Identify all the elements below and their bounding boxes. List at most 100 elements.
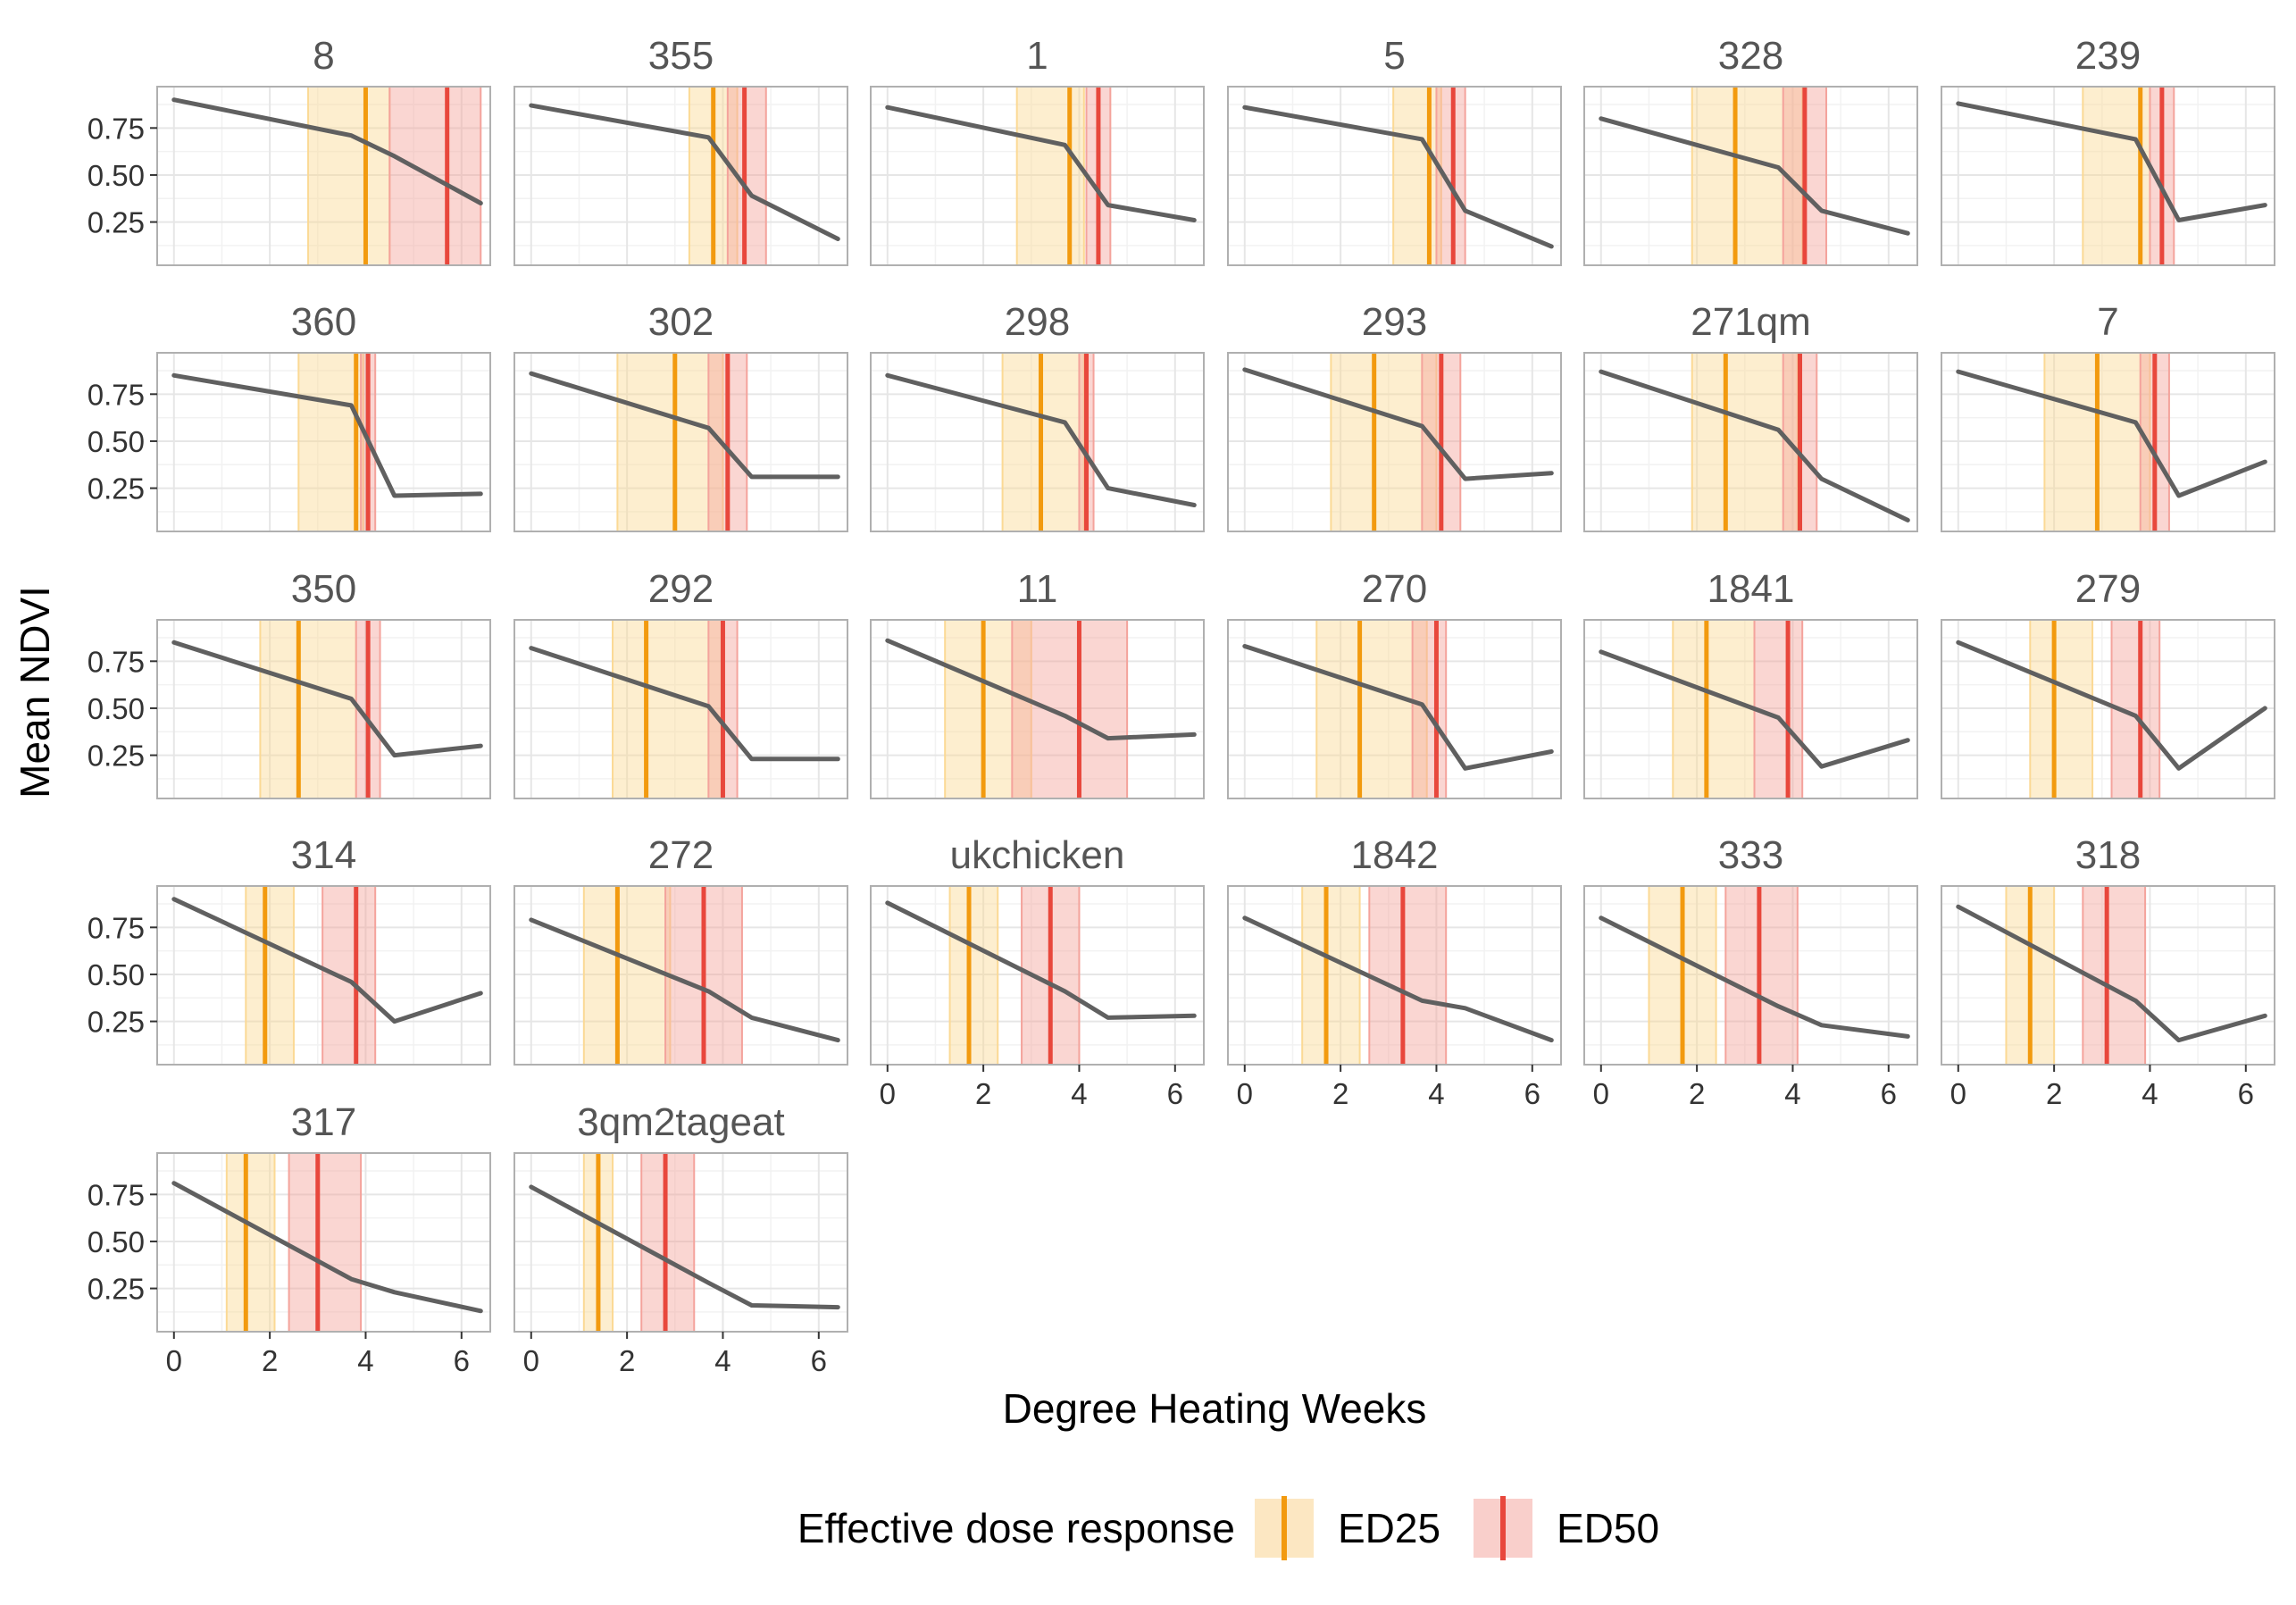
legend-key-ed50 [1474,1496,1532,1560]
legend-title: Effective dose response [797,1505,1235,1551]
panel-plot-area [1584,620,1917,798]
x-tick-label: 2 [262,1344,278,1377]
panel-plot-area [157,353,490,531]
panel-plot-area [1941,620,2275,798]
ndvi-series-line [1599,369,1910,522]
panel-border [513,619,848,799]
ndvi-series-line [1242,104,1554,249]
x-tick-label: 2 [2046,1077,2062,1110]
y-tick-label: 0.50 [88,958,145,991]
y-tick-label: 0.25 [88,206,145,239]
ndvi-series-line [1242,915,1554,1043]
ndvi-series-line [1956,369,2267,498]
ndvi-series-line [885,900,1197,1020]
facet-panel: 293 [1227,300,1562,532]
panel-plot-area [157,620,490,798]
x-tick-label: 4 [2142,1077,2158,1110]
y-axis-title: Mean NDVI [12,586,58,798]
x-tick-label: 0 [1593,1077,1609,1110]
panel-border [1941,86,2275,266]
panel-title: 5 [1383,34,1405,78]
panel-border [1941,352,2275,532]
panel-background [514,87,847,265]
ed50-band [1724,886,1799,1065]
panel-plot-area [514,87,847,265]
panel-plot-area [871,87,1204,265]
ndvi-series-line [171,639,483,758]
ndvi-series-line [1242,644,1554,771]
ed25-band [1015,87,1085,265]
y-tick-label: 0.75 [88,112,145,145]
x-tick-label: 0 [880,1077,896,1110]
panel-border [156,619,491,799]
panel-plot-area [1228,886,1561,1065]
facet-panel: 272 [513,833,848,1066]
panel-plot-area [514,620,847,798]
panel-border [1583,885,1918,1066]
x-tick-label: 2 [975,1077,991,1110]
ndvi-series-line [1956,101,2267,222]
panel-plot-area [157,87,490,265]
panel-title: 272 [648,833,714,877]
ndvi-series-line [1242,367,1554,481]
y-tick-label: 0.50 [88,425,145,458]
panel-background [1941,620,2275,798]
panel-title: 1 [1026,34,1048,78]
ed25-band [582,886,672,1065]
x-tick-label: 6 [454,1344,470,1377]
panel-title: 1842 [1351,833,1439,877]
ndvi-series-line [171,897,483,1024]
ndvi-series-line [885,372,1197,507]
x-tick-label: 2 [619,1344,635,1377]
x-tick-label: 6 [2238,1077,2254,1110]
panel-border [870,885,1205,1066]
x-tick-label: 6 [811,1344,827,1377]
ed25-band [1691,353,1799,531]
facet-panel: 302 [513,300,848,532]
panel-border [1583,619,1918,799]
panel-background [157,620,490,798]
legend-key-ed25-line [1282,1496,1287,1560]
panel-title: 11 [1017,567,1058,611]
panel-plot-area [1228,353,1561,531]
panel-background [514,353,847,531]
ed25-band [225,1153,276,1332]
panel-border [1941,885,2275,1066]
panel-plot-area [871,886,1204,1065]
x-tick-label: 0 [1237,1077,1253,1110]
panel-border [1583,86,1918,266]
ed25-band [1672,620,1756,798]
panel-border [870,619,1205,799]
panel-plot-area [1228,620,1561,798]
facet-panel: 318 0 2 4 6 [1941,833,2275,1110]
panel-plot-area [514,353,847,531]
ed50-band [1011,620,1129,798]
panel-background [514,620,847,798]
ndvi-series-line [171,1181,483,1314]
x-tick-label: 4 [357,1344,373,1377]
legend: Effective dose response ED25 ED50 [797,1496,1659,1560]
facet-panel: 350 0.25 0.50 0.75 [88,567,491,799]
x-tick-label: 4 [1428,1077,1444,1110]
y-tick-label: 0.25 [88,1273,145,1306]
y-tick-label: 0.75 [88,645,145,678]
facet-panel: 5 [1227,34,1562,266]
panel-border [513,885,848,1066]
ndvi-series-line [171,97,483,205]
panel-border [1227,885,1562,1066]
legend-key-ed25 [1255,1496,1314,1560]
panel-border [1583,352,1918,532]
panel-plot-area [1584,87,1917,265]
ndvi-series-line [529,103,840,241]
panel-title: 293 [1362,300,1427,344]
panel-plot-area [157,886,490,1065]
facet-panel: 314 0.25 0.50 0.75 [88,833,491,1066]
x-tick-label: 4 [714,1344,731,1377]
panel-title: 302 [648,300,714,344]
ndvi-series-line [1956,904,2267,1043]
y-tick-label: 0.25 [88,1006,145,1039]
facet-panel: 1841 [1583,567,1918,799]
panel-background [1228,886,1561,1065]
